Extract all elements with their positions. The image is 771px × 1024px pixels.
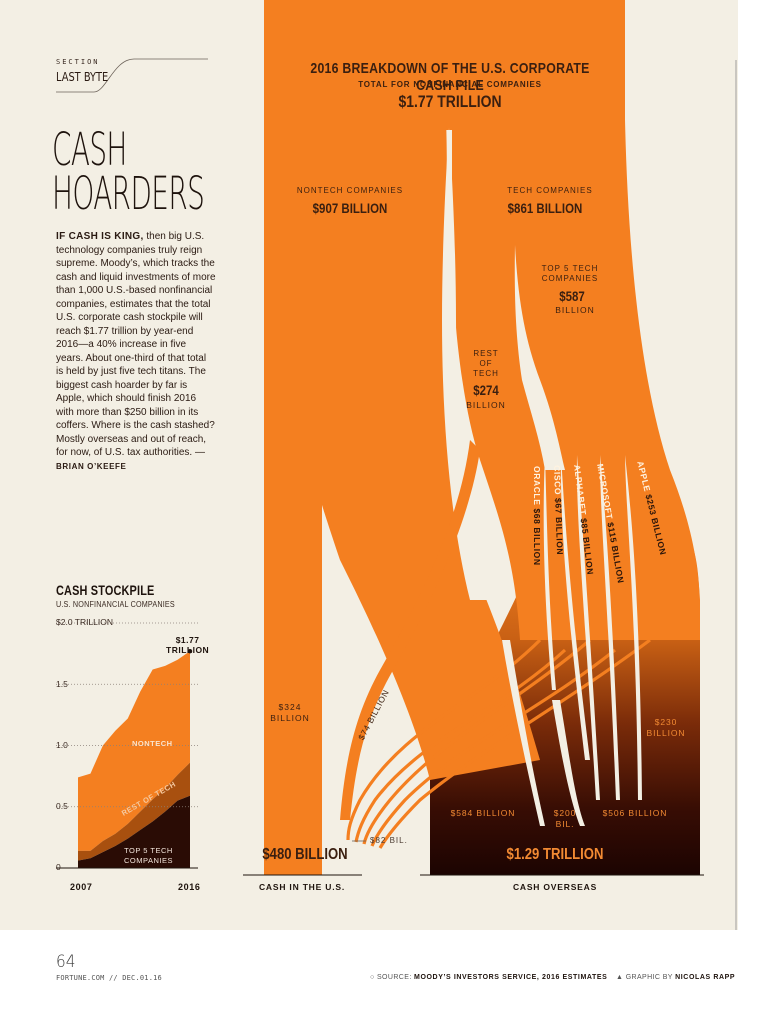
split-gap-tech: [514, 245, 565, 470]
nontech-us-label: $324 BILLION: [264, 702, 316, 724]
headline-line-2: HOARDERS: [52, 167, 205, 220]
top5-cat-2: COMPANIES: [541, 274, 599, 283]
graphic-author: NICOLAS RAPP: [675, 974, 736, 981]
overseas-total: $1.29 TRILLION: [506, 846, 604, 863]
article-body: IF CASH IS KING, then big U.S. technolog…: [56, 230, 216, 473]
apple-overseas-label: $230 BILLION: [642, 717, 690, 739]
x-tick-2007: 2007: [70, 882, 93, 892]
apple-overseas-value: $230: [654, 717, 678, 727]
top5-us-label: $82 BIL.: [370, 836, 408, 845]
top5-to-us-strands: [346, 638, 651, 849]
sankey-subtitle: TOTAL FOR NONFINANCIAL COMPANIES: [358, 80, 542, 89]
publication-line: FORTUNE.COM // DEC.01.16: [56, 974, 162, 982]
end-value: $1.77: [175, 635, 200, 645]
y-tick-0-5: 0.5: [56, 801, 68, 811]
rest-to-us-flow: [340, 440, 480, 820]
company-label-oracle: ORACLE $68 BILLION: [532, 466, 542, 566]
rest-3: TECH: [473, 369, 499, 378]
top5-overseas-gap: [552, 700, 585, 826]
rest-overseas-value: $200: [553, 808, 577, 818]
nontech-overseas-label: $584 BILLION: [450, 808, 516, 818]
axis-label-us: CASH IN THE U.S.: [258, 882, 345, 892]
rest-overseas-gap: [502, 640, 545, 826]
section-rule-line: [56, 58, 208, 93]
section-name: LAST BYTE: [56, 70, 109, 84]
source-prefix: SOURCE:: [376, 974, 415, 981]
sankey-total: $1.77 TRILLION: [398, 92, 502, 111]
body-text: then big U.S. technology companies truly…: [56, 231, 216, 458]
top5-category: TOP 5 TECH COMPANIES: [530, 264, 610, 284]
rest-overseas-label: $200 BIL.: [548, 808, 582, 830]
sankey-title: 2016 BREAKDOWN OF THE U.S. CORPORATE CAS…: [310, 60, 590, 94]
oracle-value: $68 BILLION: [532, 508, 542, 566]
stockpile-chart-subtitle: U.S. NONFINANCIAL COMPANIES: [56, 600, 175, 609]
page-number: 64: [56, 952, 76, 972]
headline: CASH HOARDERS: [52, 123, 205, 220]
graphic-credit: ▲ GRAPHIC BY NICOLAS RAPP: [616, 974, 735, 981]
section-label: SECTION: [56, 58, 100, 66]
page-edge-line: [735, 60, 737, 930]
nontech-category: NONTECH COMPANIES: [296, 186, 404, 195]
top5-value: $587: [559, 288, 585, 304]
total-trunk: [264, 0, 625, 130]
graphic-prefix: GRAPHIC BY: [625, 974, 676, 981]
y-tick-2: $2.0 TRILLION: [56, 617, 114, 627]
apple-overseas-unit: BILLION: [646, 728, 686, 738]
rest-of-tech-unit: BILLION: [466, 400, 506, 410]
nontech-flow: [264, 120, 540, 875]
company-split-gaps: [543, 455, 642, 800]
rest-of-tech-category: REST OF TECH: [456, 349, 516, 379]
top5-overseas-label: $506 BILLION: [602, 808, 668, 818]
y-tick-0: 0: [56, 862, 61, 872]
top5-label-1: TOP 5 TECH: [124, 846, 173, 855]
nontech-us-unit: BILLION: [270, 713, 310, 723]
top5-unit: BILLION: [555, 305, 595, 315]
top5-label-2: COMPANIES: [124, 856, 173, 865]
cisco-value: $67 BILLION: [553, 497, 566, 556]
end-value-annotation: $1.77 TRILLION: [166, 635, 209, 655]
source-credit: ○ SOURCE: MOODY’S INVESTORS SERVICE, 201…: [370, 974, 607, 981]
end-unit: TRILLION: [166, 645, 210, 655]
tech-flow: [452, 120, 700, 640]
us-total: $480 BILLION: [262, 846, 348, 863]
headline-line-1: CASH: [52, 123, 127, 176]
source-circle-icon: ○: [370, 974, 377, 981]
split-gap-top: [442, 128, 500, 600]
source-text: MOODY’S INVESTORS SERVICE, 2016 ESTIMATE…: [414, 974, 608, 981]
axis-label-overseas: CASH OVERSEAS: [512, 882, 598, 892]
lead-in: IF CASH IS KING,: [56, 231, 144, 242]
tech-category: TECH COMPANIES: [507, 186, 593, 195]
nontech-us-value: $324: [278, 702, 302, 712]
nontech-value: $907 BILLION: [312, 200, 388, 216]
rest-of-tech-value: $274: [473, 382, 499, 398]
rest-2: OF: [479, 359, 493, 368]
stockpile-chart-title: CASH STOCKPILE: [56, 582, 155, 598]
cisco-name: CISCO: [552, 465, 564, 496]
tech-value: $861 BILLION: [507, 200, 583, 216]
series-label-top5: TOP 5 TECH COMPANIES: [124, 846, 173, 866]
x-tick-2016: 2016: [178, 882, 201, 892]
y-tick-1-5: 1.5: [56, 679, 68, 689]
rest-overseas-unit: BIL.: [555, 819, 575, 829]
byline: BRIAN O’KEEFE: [56, 461, 127, 471]
oracle-name: ORACLE: [532, 466, 542, 506]
series-label-nontech: NONTECH: [132, 739, 173, 748]
y-tick-1: 1.0: [56, 740, 68, 750]
triangle-icon: ▲: [616, 974, 626, 981]
top5-cat-1: TOP 5 TECH: [541, 264, 599, 273]
rest-1: REST: [473, 349, 499, 358]
nontech-to-us-flow: [264, 500, 322, 875]
